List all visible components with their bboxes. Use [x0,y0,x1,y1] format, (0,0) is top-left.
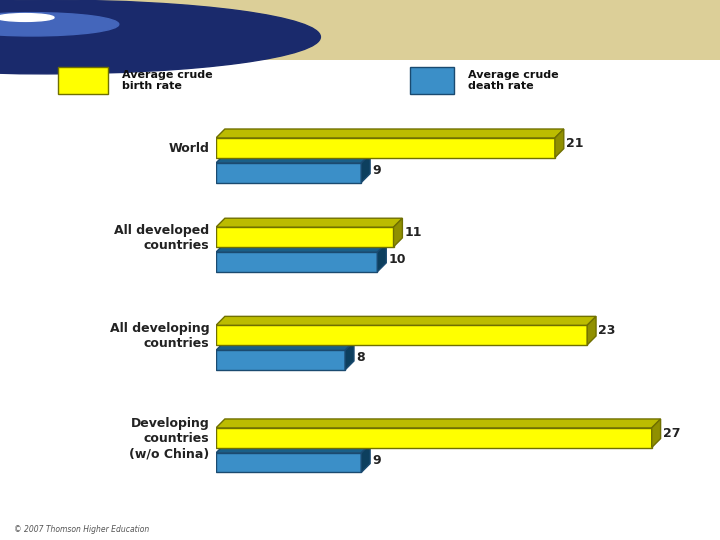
Polygon shape [394,218,402,247]
Polygon shape [216,341,354,350]
Polygon shape [216,227,394,247]
Polygon shape [216,154,370,163]
Polygon shape [216,325,588,345]
Text: World: World [168,143,210,156]
Polygon shape [345,341,354,370]
Polygon shape [652,419,661,448]
Text: 8: 8 [356,351,365,364]
Polygon shape [216,350,345,370]
Circle shape [0,0,320,74]
Bar [0,0,720,58]
Polygon shape [216,163,361,183]
Text: 11: 11 [405,226,423,239]
Text: Average crude
death rate: Average crude death rate [468,70,559,91]
Circle shape [0,12,119,36]
Polygon shape [361,444,370,472]
Bar [86,0,720,60]
Text: 9: 9 [372,164,381,177]
Polygon shape [216,243,386,252]
Polygon shape [555,129,564,158]
Text: 10: 10 [389,253,406,266]
Polygon shape [216,444,370,453]
Polygon shape [216,419,661,428]
Text: 21: 21 [566,137,584,150]
Bar [58,67,108,94]
Polygon shape [588,316,596,345]
Polygon shape [216,316,596,325]
Polygon shape [216,252,377,272]
Text: Developing
countries
(w/o China): Developing countries (w/o China) [130,417,210,461]
Text: All developing
countries: All developing countries [110,322,210,350]
Polygon shape [216,453,361,472]
Text: 23: 23 [598,324,616,337]
Text: Average crude
birth rate: Average crude birth rate [122,70,213,91]
Text: © 2007 Thomson Higher Education: © 2007 Thomson Higher Education [14,525,150,534]
Polygon shape [361,154,370,183]
Polygon shape [377,243,386,272]
Polygon shape [216,129,564,138]
Polygon shape [216,138,555,158]
Polygon shape [216,428,652,448]
Bar [410,67,454,94]
Polygon shape [216,218,402,227]
Text: 9: 9 [372,454,381,467]
Circle shape [0,14,54,22]
Text: All developed
countries: All developed countries [114,224,210,252]
Text: 27: 27 [663,427,680,440]
